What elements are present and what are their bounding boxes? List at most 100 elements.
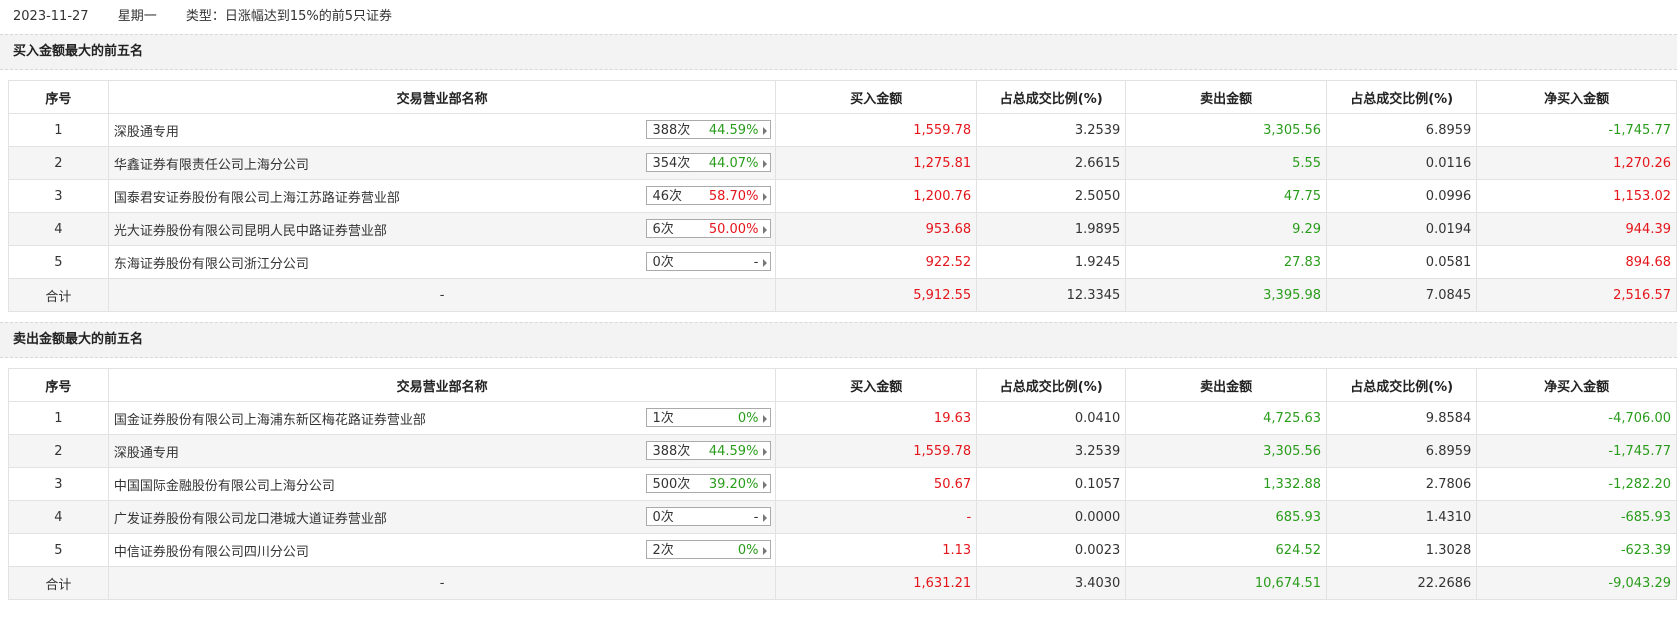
table-row: 3 中国国际金融股份有限公司上海分公司 500次 39.20% 50.67 0.1057 1… [8, 467, 1677, 501]
caret-right-icon [763, 127, 768, 135]
caret-right-icon [763, 415, 768, 423]
column-header: 占总成交比例(%) [1326, 80, 1478, 114]
column-header: 卖出金额 [1125, 368, 1328, 402]
list-count: 500次 [652, 477, 691, 492]
column-header: 序号 [8, 368, 109, 402]
branch-name-cell: 深股通专用 388次 44.59% [107, 434, 777, 468]
up-rate: 0% [737, 543, 759, 558]
branch-name-cell: 国泰君安证券股份有限公司上海江苏路证券营业部 46次 58.70% [107, 179, 777, 213]
buy-ratio: 0.1057 [976, 467, 1127, 501]
buy-ratio: 1.9895 [976, 212, 1127, 246]
trade-date: 2023-11-27 [13, 9, 89, 24]
caret-right-icon [763, 226, 768, 234]
branch-stats-dropdown[interactable]: 354次 44.07% [646, 153, 772, 172]
net-buy-amount: -1,745.77 [1476, 113, 1677, 147]
buy-amount: 1,275.81 [775, 146, 978, 180]
branch-name-cell: 广发证券股份有限公司龙口港城大道证券营业部 0次 - [107, 500, 777, 534]
net-buy-amount: 1,270.26 [1476, 146, 1677, 180]
up-rate: 44.07% [708, 156, 759, 171]
up-rate: 44.59% [708, 444, 759, 459]
branch-name[interactable]: 深股通专用 [113, 124, 179, 140]
branch-stats-dropdown[interactable]: 0次 - [646, 252, 772, 271]
sell-amount: 27.83 [1125, 245, 1328, 279]
buy-ratio: 0.0023 [976, 533, 1127, 567]
table-row: 4 光大证券股份有限公司昆明人民中路证券营业部 6次 50.00% 953.68 1.98… [8, 212, 1677, 246]
list-count: 354次 [652, 156, 691, 171]
branch-name-cell: 东海证券股份有限公司浙江分公司 0次 - [107, 245, 777, 279]
buy-amount: 1,200.76 [775, 179, 978, 213]
list-count: 0次 [652, 510, 674, 525]
table-header-row: 序号 交易营业部名称 买入金额 占总成交比例(%) 卖出金额 占总成交比例(%) 净买入金额 [8, 80, 1677, 114]
branch-name[interactable]: 光大证券股份有限公司昆明人民中路证券营业部 [113, 223, 387, 239]
total-row: 合计 -1,631.21 3.4030 10,674.51 22.2686 -9,043.… [8, 566, 1677, 600]
branch-name[interactable]: 深股通专用 [113, 445, 179, 461]
weekday: 星期一 [117, 9, 157, 24]
sell-ratio: 6.8959 [1326, 113, 1478, 147]
branch-name[interactable]: 广发证券股份有限公司龙口港城大道证券营业部 [113, 511, 387, 527]
branch-name-cell: 中国国际金融股份有限公司上海分公司 500次 39.20% [107, 467, 777, 501]
sell-ratio: 0.0116 [1326, 146, 1478, 180]
branch-name[interactable]: 中国国际金融股份有限公司上海分公司 [113, 478, 335, 494]
branch-stats-dropdown[interactable]: 500次 39.20% [646, 474, 772, 493]
table-row: 4 广发证券股份有限公司龙口港城大道证券营业部 0次 - -0.0000 685.93 1.… [8, 500, 1677, 534]
buy-amount: 922.52 [775, 245, 978, 279]
column-header: 占总成交比例(%) [1326, 368, 1478, 402]
list-type: 类型：日涨幅达到15%的前5只证券 [185, 9, 393, 24]
branch-name[interactable]: 东海证券股份有限公司浙江分公司 [113, 256, 309, 272]
table-row: 5 东海证券股份有限公司浙江分公司 0次 - 922.52 1.9245 27.83 0.05… [8, 245, 1677, 279]
sell-ratio: 0.0194 [1326, 212, 1478, 246]
row-index: 1 [8, 113, 109, 147]
table-header-row: 序号 交易营业部名称 买入金额 占总成交比例(%) 卖出金额 占总成交比例(%) 净买入金额 [8, 368, 1677, 402]
row-index: 5 [8, 533, 109, 567]
up-rate: 58.70% [708, 189, 759, 204]
sell-amount: 685.93 [1125, 500, 1328, 534]
branch-stats-dropdown[interactable]: 46次 58.70% [646, 186, 772, 205]
branch-name[interactable]: 华鑫证券有限责任公司上海分公司 [113, 157, 309, 173]
list-count: 6次 [652, 222, 674, 237]
branch-stats-dropdown[interactable]: 2次 0% [646, 540, 772, 559]
sell-amount: 624.52 [1125, 533, 1328, 567]
table-row: 2 华鑫证券有限责任公司上海分公司 354次 44.07% 1,275.81 2.6615… [8, 146, 1677, 180]
buy-ratio: 1.9245 [976, 245, 1127, 279]
buy-top5-table: 序号 交易营业部名称 买入金额 占总成交比例(%) 卖出金额 占总成交比例(%) 净买入金额… [8, 80, 1677, 312]
total-buy-ratio: 12.3345 [976, 278, 1127, 312]
buy-ratio: 0.0410 [976, 401, 1127, 435]
branch-stats-dropdown[interactable]: 388次 44.59% [646, 441, 772, 460]
branch-stats-dropdown[interactable]: 6次 50.00% [646, 219, 772, 238]
caret-right-icon [763, 193, 768, 201]
total-net-buy: 2,516.57 [1476, 278, 1677, 312]
row-index: 2 [8, 146, 109, 180]
sell-ratio: 0.0996 [1326, 179, 1478, 213]
total-sell-amount: 10,674.51 [1125, 566, 1328, 600]
branch-name[interactable]: 国泰君安证券股份有限公司上海江苏路证券营业部 [113, 190, 400, 206]
column-header: 占总成交比例(%) [976, 80, 1127, 114]
buy-ratio: 0.0000 [976, 500, 1127, 534]
caret-right-icon [763, 481, 768, 489]
net-buy-amount: -4,706.00 [1476, 401, 1677, 435]
branch-name[interactable]: 中信证券股份有限公司四川分公司 [113, 544, 309, 560]
buy-amount: 1.13 [775, 533, 978, 567]
branch-name[interactable]: 国金证券股份有限公司上海浦东新区梅花路证券营业部 [113, 412, 426, 428]
branch-name-cell: 国金证券股份有限公司上海浦东新区梅花路证券营业部 1次 0% [107, 401, 777, 435]
total-row: 合计 -5,912.55 12.3345 3,395.98 7.0845 2,516.57 [8, 278, 1677, 312]
row-index: 3 [8, 179, 109, 213]
column-header: 卖出金额 [1125, 80, 1328, 114]
sell-ratio: 1.3028 [1326, 533, 1478, 567]
table-row: 2 深股通专用 388次 44.59% 1,559.78 3.2539 3,305.56 6.… [8, 434, 1677, 468]
sell-amount: 3,305.56 [1125, 113, 1328, 147]
buy-amount: - [775, 500, 978, 534]
list-count: 388次 [652, 444, 691, 459]
column-header: 序号 [8, 80, 109, 114]
branch-name-cell: 华鑫证券有限责任公司上海分公司 354次 44.07% [107, 146, 777, 180]
branch-stats-dropdown[interactable]: 0次 - [646, 507, 772, 526]
column-header: 交易营业部名称 [107, 368, 777, 402]
sell-ratio: 9.8584 [1326, 401, 1478, 435]
branch-stats-dropdown[interactable]: 1次 0% [646, 408, 772, 427]
row-index: 2 [8, 434, 109, 468]
net-buy-amount: 1,153.02 [1476, 179, 1677, 213]
net-buy-amount: 944.39 [1476, 212, 1677, 246]
sell-amount: 5.55 [1125, 146, 1328, 180]
branch-stats-dropdown[interactable]: 388次 44.59% [646, 120, 772, 139]
net-buy-amount: 894.68 [1476, 245, 1677, 279]
list-count: 1次 [652, 411, 674, 426]
